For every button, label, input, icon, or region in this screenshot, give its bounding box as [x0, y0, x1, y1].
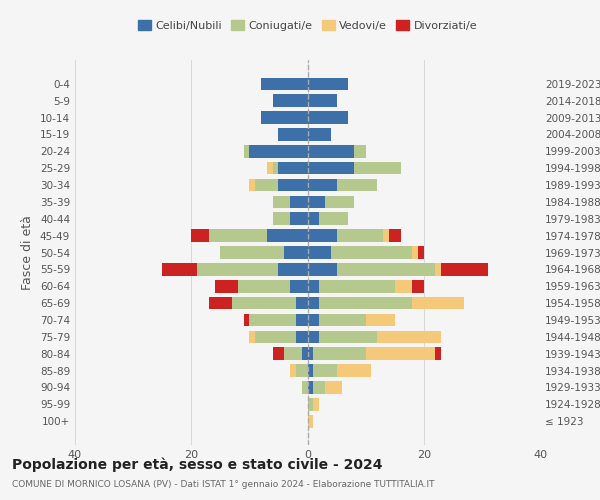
Bar — [272, 94, 308, 107]
Bar — [308, 128, 331, 141]
Bar — [383, 230, 389, 242]
Bar — [395, 280, 412, 292]
Bar — [308, 381, 313, 394]
Bar — [220, 246, 284, 259]
Y-axis label: Fasce di età: Fasce di età — [22, 215, 34, 290]
Bar — [418, 246, 424, 259]
Bar — [244, 145, 250, 158]
Bar — [308, 263, 337, 276]
Bar — [278, 162, 308, 174]
Bar — [308, 230, 337, 242]
Bar — [412, 297, 464, 310]
Bar — [215, 280, 238, 292]
Bar — [319, 330, 377, 343]
Bar — [325, 381, 343, 394]
Bar — [308, 212, 319, 225]
Bar — [267, 162, 272, 174]
Bar — [337, 230, 383, 242]
Bar — [412, 280, 424, 292]
Bar — [313, 364, 337, 377]
Bar — [412, 246, 418, 259]
Bar — [313, 381, 325, 394]
Bar — [278, 263, 308, 276]
Bar — [365, 314, 395, 326]
Bar — [308, 94, 337, 107]
Bar — [313, 398, 319, 410]
Bar — [319, 280, 395, 292]
Bar — [308, 297, 319, 310]
Bar — [250, 330, 255, 343]
Bar — [308, 398, 313, 410]
Bar — [308, 246, 331, 259]
Bar — [261, 111, 308, 124]
Bar — [354, 145, 365, 158]
Bar — [308, 111, 348, 124]
Bar — [337, 178, 377, 192]
Bar — [232, 297, 296, 310]
Bar — [209, 230, 267, 242]
Text: Popolazione per età, sesso e stato civile - 2024: Popolazione per età, sesso e stato civil… — [12, 458, 383, 472]
Bar — [308, 330, 319, 343]
Bar — [267, 230, 308, 242]
Bar — [197, 263, 278, 276]
Bar — [436, 263, 441, 276]
Bar — [337, 263, 436, 276]
Bar — [377, 330, 441, 343]
Bar — [209, 297, 232, 310]
Bar — [296, 297, 308, 310]
Bar — [389, 230, 401, 242]
Bar — [308, 196, 325, 208]
Bar — [441, 263, 488, 276]
Bar — [290, 364, 296, 377]
Bar — [308, 145, 354, 158]
Bar — [250, 178, 255, 192]
Bar — [255, 178, 278, 192]
Bar — [272, 162, 278, 174]
Bar — [250, 145, 308, 158]
Bar — [436, 348, 441, 360]
Bar — [191, 230, 209, 242]
Bar — [308, 314, 319, 326]
Bar — [313, 348, 365, 360]
Bar — [296, 314, 308, 326]
Bar — [337, 364, 371, 377]
Bar — [331, 246, 412, 259]
Bar — [244, 314, 250, 326]
Bar — [284, 348, 302, 360]
Bar — [272, 348, 284, 360]
Bar — [325, 196, 354, 208]
Bar — [302, 381, 308, 394]
Bar — [308, 78, 348, 90]
Bar — [296, 330, 308, 343]
Bar — [308, 178, 337, 192]
Bar — [162, 263, 197, 276]
Bar — [308, 280, 319, 292]
Bar — [261, 78, 308, 90]
Bar — [302, 348, 308, 360]
Bar — [308, 415, 313, 428]
Bar — [255, 330, 296, 343]
Bar — [250, 314, 296, 326]
Text: COMUNE DI MORNICO LOSANA (PV) - Dati ISTAT 1° gennaio 2024 - Elaborazione TUTTIT: COMUNE DI MORNICO LOSANA (PV) - Dati IST… — [12, 480, 434, 489]
Bar — [354, 162, 401, 174]
Bar — [290, 280, 308, 292]
Bar — [319, 297, 412, 310]
Bar — [319, 314, 365, 326]
Bar — [272, 196, 290, 208]
Bar — [319, 212, 348, 225]
Bar — [238, 280, 290, 292]
Bar — [308, 364, 313, 377]
Bar — [272, 212, 290, 225]
Bar — [308, 348, 313, 360]
Bar — [278, 178, 308, 192]
Bar — [278, 128, 308, 141]
Legend: Celibi/Nubili, Coniugati/e, Vedovi/e, Divorziati/e: Celibi/Nubili, Coniugati/e, Vedovi/e, Di… — [133, 16, 482, 35]
Bar — [284, 246, 308, 259]
Bar — [290, 196, 308, 208]
Bar — [308, 162, 354, 174]
Bar — [290, 212, 308, 225]
Bar — [365, 348, 436, 360]
Bar — [296, 364, 308, 377]
